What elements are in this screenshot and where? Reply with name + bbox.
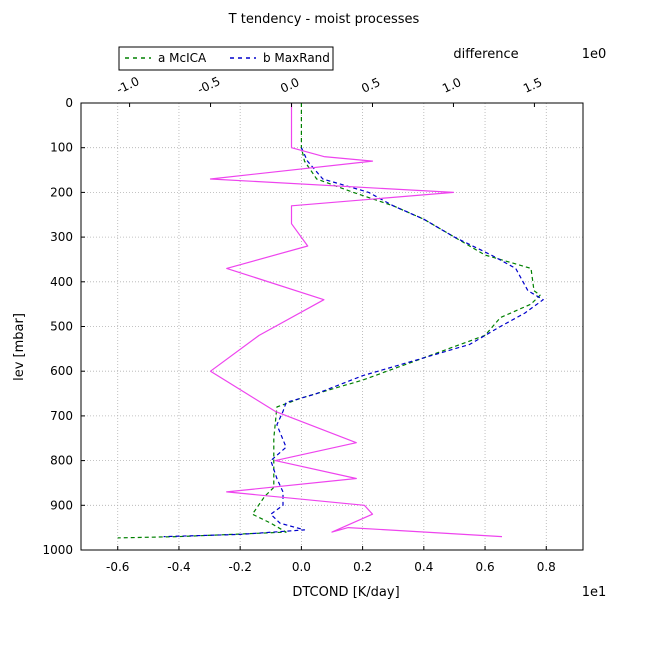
x-axis-multiplier: 1e1: [582, 585, 607, 600]
legend-box: [118, 46, 334, 71]
y-tick-label-7: 700: [50, 409, 73, 423]
y-axis-ticks: 0 100 200 300 400 500 600 700 800 900 1000: [42, 96, 85, 557]
legend-label-maxrand: b MaxRand: [263, 51, 330, 65]
y-tick-label-9: 900: [50, 498, 73, 512]
x-tick-label-5: 0.4: [414, 560, 433, 574]
chart-title: T tendency - moist processes: [228, 12, 420, 27]
x-tick-label-1: -0.4: [167, 560, 190, 574]
x-axis-label: DTCOND [K/day]: [292, 585, 399, 600]
y-tick-label-10: 1000: [42, 543, 73, 557]
y-tick-label-2: 200: [50, 185, 73, 199]
x-tick-label-0: -0.6: [106, 560, 129, 574]
y-tick-label-4: 400: [50, 275, 73, 289]
legend: a McICA b MaxRand: [118, 46, 334, 71]
x-tick-label-3: 0.0: [292, 560, 311, 574]
series-layer: [117, 103, 544, 539]
grid: [81, 102, 583, 551]
top-axis-multiplier: 1e0: [582, 47, 607, 62]
y-tick-label-0: 0: [65, 96, 73, 110]
y-tick-label-5: 500: [50, 320, 73, 334]
y-tick-label-8: 800: [50, 454, 73, 468]
series-line-b-maxrand: [163, 147, 544, 538]
series-line-difference: [209, 103, 503, 538]
x-tick-label-6: 0.6: [476, 560, 495, 574]
x-tick-label-7: 0.8: [537, 560, 556, 574]
y-tick-label-3: 300: [50, 230, 73, 244]
x-tick-label-2: -0.2: [228, 560, 251, 574]
legend-label-mcica: a McICA: [158, 51, 207, 65]
y-tick-label-1: 100: [50, 141, 73, 155]
x-tick-label-4: 0.2: [353, 560, 372, 574]
y-tick-label-6: 600: [50, 364, 73, 378]
x-axis-ticks: -0.6 -0.4 -0.2 0.0 0.2 0.4 0.6 0.8: [106, 546, 556, 574]
top-axis-label: difference: [453, 47, 518, 62]
y-axis-label: lev [mbar]: [12, 313, 27, 381]
